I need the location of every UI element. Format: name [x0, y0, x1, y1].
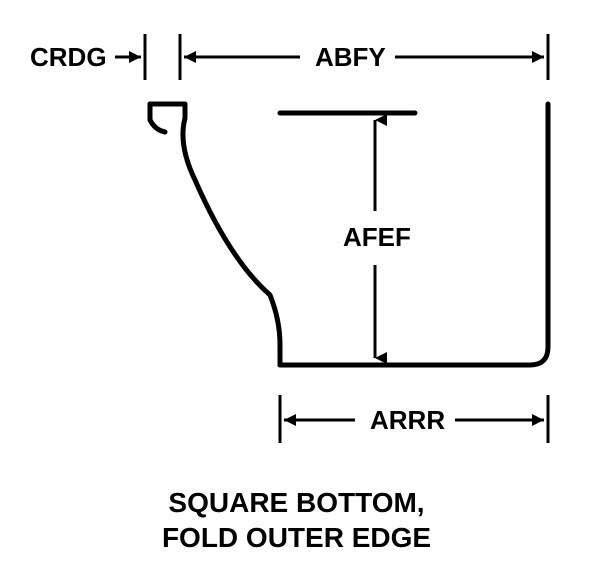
caption: SQUARE BOTTOM, FOLD OUTER EDGE — [0, 485, 593, 555]
diagram-container: CRDG ABFY AFEF ARRR SQUARE BOTTOM, FOLD … — [0, 0, 593, 588]
afef-label: AFEF — [343, 222, 411, 253]
profile-left-curve — [150, 104, 280, 365]
caption-line2: FOLD OUTER EDGE — [0, 520, 593, 555]
abfy-label: ABFY — [315, 42, 386, 73]
profile-bottom-right — [280, 104, 548, 365]
crdg-label: CRDG — [30, 42, 107, 73]
arrr-label: ARRR — [370, 405, 445, 436]
profile-fold-notch — [150, 104, 165, 132]
caption-line1: SQUARE BOTTOM, — [0, 485, 593, 520]
